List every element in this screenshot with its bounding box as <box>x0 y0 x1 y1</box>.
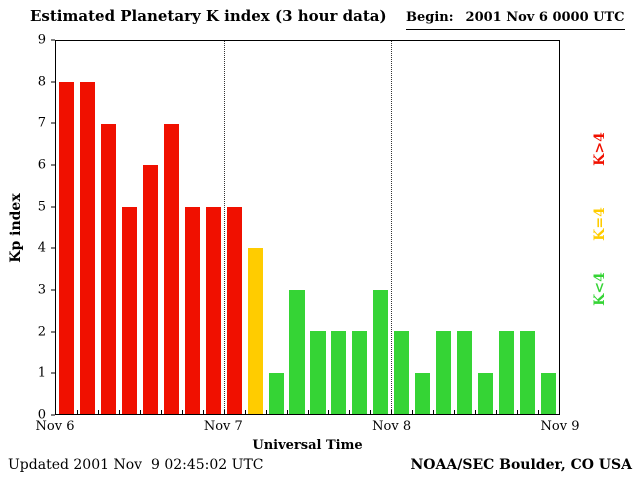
x-tick-label: Nov 8 <box>372 419 412 434</box>
kp-bar <box>394 331 410 414</box>
y-tick <box>51 372 55 374</box>
x-minor-tick <box>223 410 225 414</box>
y-tick-label: 0 <box>37 407 46 423</box>
day-boundary-line <box>391 41 393 414</box>
kp-bar <box>331 331 347 414</box>
begin-annotation: Begin: 2001 Nov 6 0000 UTC <box>406 10 625 30</box>
x-minor-tick <box>97 410 99 414</box>
x-tick-label: Nov 9 <box>540 419 580 434</box>
x-axis: Nov 6 Nov 7 Nov 8 Nov 9 <box>36 419 580 436</box>
x-minor-tick <box>286 410 288 414</box>
x-minor-tick <box>244 410 246 414</box>
kp-bar <box>121 206 137 414</box>
kp-bar <box>289 289 305 414</box>
y-tick-label: 4 <box>37 240 46 256</box>
x-minor-tick <box>454 410 456 414</box>
y-tick <box>51 414 55 416</box>
plot-area <box>55 40 560 415</box>
kp-bar <box>100 123 116 414</box>
kp-bar <box>58 82 74 414</box>
kp-bar <box>499 331 515 414</box>
kp-bar <box>184 206 200 414</box>
y-tick-label: 6 <box>37 157 46 173</box>
begin-label: Begin: <box>406 10 454 25</box>
x-minor-tick <box>181 410 183 414</box>
y-tick-label: 2 <box>37 324 46 340</box>
kp-bar <box>142 165 158 414</box>
kp-bar <box>373 289 389 414</box>
y-tick-label: 3 <box>37 282 46 298</box>
x-minor-tick <box>139 410 141 414</box>
x-minor-tick <box>118 410 120 414</box>
x-minor-tick <box>412 410 414 414</box>
x-minor-tick <box>433 410 435 414</box>
kp-bar <box>226 206 242 414</box>
x-tick-label: Nov 6 <box>35 419 75 434</box>
y-tick <box>51 122 55 124</box>
y-tick <box>51 164 55 166</box>
y-axis-title: Kp index <box>8 193 24 263</box>
y-tick <box>51 39 55 41</box>
credit: NOAA/SEC Boulder, CO USA <box>410 457 633 473</box>
kp-bar <box>79 82 95 414</box>
kp-bar <box>205 206 221 414</box>
x-minor-tick <box>391 410 393 414</box>
y-tick <box>51 81 55 83</box>
x-minor-tick <box>202 410 204 414</box>
x-minor-tick <box>496 410 498 414</box>
legend-k-gt-4: K>4 <box>592 132 608 166</box>
x-minor-tick <box>160 410 162 414</box>
kp-bar <box>352 331 368 414</box>
y-tick-label: 7 <box>37 115 46 131</box>
legend-k-lt-4: K<4 <box>592 272 608 306</box>
x-tick-label: Nov 7 <box>203 419 243 434</box>
day-boundary-line <box>223 41 225 414</box>
y-tick-label: 9 <box>37 32 46 48</box>
y-axis: 0 1 2 3 4 5 6 7 8 9 <box>25 34 55 422</box>
x-minor-tick <box>349 410 351 414</box>
x-minor-tick <box>517 410 519 414</box>
y-tick-label: 8 <box>37 74 46 90</box>
x-axis-title: Universal Time <box>252 438 363 453</box>
y-tick <box>51 206 55 208</box>
legend-k-eq-4: K=4 <box>592 207 608 241</box>
y-tick <box>51 289 55 291</box>
kp-bar <box>457 331 473 414</box>
chart-title: Estimated Planetary K index (3 hour data… <box>30 7 387 25</box>
y-tick <box>51 331 55 333</box>
x-minor-tick <box>76 410 78 414</box>
x-minor-tick <box>307 410 309 414</box>
begin-value: 2001 Nov 6 0000 UTC <box>465 10 625 25</box>
kp-bar <box>247 248 263 414</box>
x-minor-tick <box>328 410 330 414</box>
kp-bar <box>310 331 326 414</box>
kp-bar <box>520 331 536 414</box>
x-minor-tick <box>370 410 372 414</box>
kp-bar <box>268 372 284 414</box>
y-tick <box>51 247 55 249</box>
x-minor-tick <box>265 410 267 414</box>
kp-bar <box>436 331 452 414</box>
x-minor-tick <box>475 410 477 414</box>
kp-bar <box>478 372 494 414</box>
kp-bar <box>163 123 179 414</box>
y-tick-label: 1 <box>37 365 46 381</box>
updated-timestamp: Updated 2001 Nov 9 02:45:02 UTC <box>8 457 264 473</box>
y-tick-label: 5 <box>37 199 46 215</box>
x-minor-tick <box>538 410 540 414</box>
kp-bar <box>540 372 557 414</box>
kp-bar <box>415 372 431 414</box>
